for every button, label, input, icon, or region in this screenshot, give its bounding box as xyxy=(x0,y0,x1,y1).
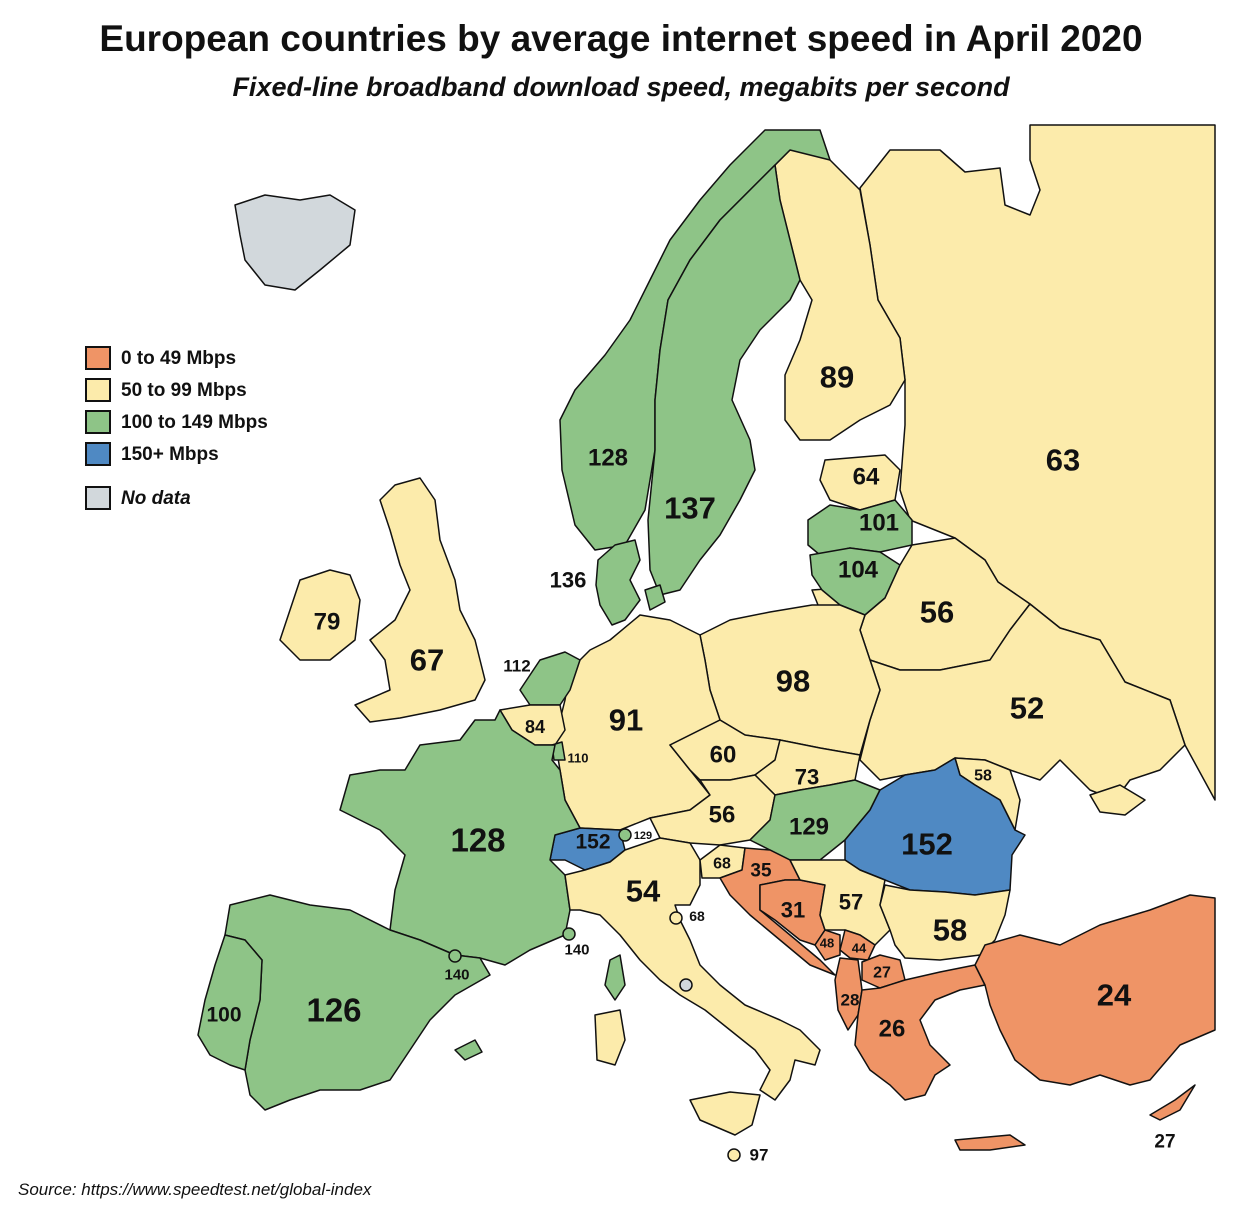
label-sweden: 137 xyxy=(664,491,716,526)
label-netherlands: 112 xyxy=(503,657,530,676)
label-montenegro: 48 xyxy=(820,936,834,951)
label-bulgaria: 58 xyxy=(933,913,967,948)
label-ukraine: 52 xyxy=(1010,691,1044,726)
label-poland: 98 xyxy=(776,664,810,699)
source-note: Source: https://www.speedtest.net/global… xyxy=(18,1180,372,1199)
legend-label: No data xyxy=(121,488,191,509)
region-ireland xyxy=(279,569,361,661)
legend-swatch xyxy=(85,442,111,466)
label-austria: 56 xyxy=(709,802,736,829)
map-title: European countries by average internet s… xyxy=(99,18,1143,59)
legend-swatch xyxy=(85,346,111,370)
region-balearics xyxy=(454,1039,483,1061)
label-san-marino: 68 xyxy=(689,908,705,924)
region-portugal xyxy=(197,934,263,1071)
region-sweden xyxy=(647,164,801,596)
label-italy: 54 xyxy=(626,874,661,909)
region-andorra xyxy=(448,949,462,963)
label-russia: 63 xyxy=(1046,443,1080,478)
label-north-macedonia: 27 xyxy=(873,965,891,982)
label-kosovo: 44 xyxy=(852,941,867,956)
region-netherlands xyxy=(519,651,581,706)
label-romania: 152 xyxy=(901,827,953,862)
region-italy xyxy=(564,837,821,1101)
label-portugal: 100 xyxy=(206,1004,241,1027)
region-uk xyxy=(354,477,486,723)
legend-label: 100 to 149 Mbps xyxy=(121,412,268,433)
label-serbia: 57 xyxy=(839,890,863,915)
label-latvia: 101 xyxy=(859,510,899,537)
label-andorra: 140 xyxy=(444,967,469,984)
region-cyprus xyxy=(1149,1084,1196,1121)
region-albania xyxy=(834,957,863,1031)
label-moldova: 58 xyxy=(974,768,992,785)
label-estonia: 64 xyxy=(853,464,880,491)
label-turkey: 24 xyxy=(1097,978,1132,1013)
label-czechia: 60 xyxy=(710,742,737,769)
label-ireland: 79 xyxy=(314,609,341,636)
label-norway: 128 xyxy=(588,445,628,472)
legend-label: 150+ Mbps xyxy=(121,444,219,465)
region-turkey xyxy=(974,894,1216,1086)
legend-label: 0 to 49 Mbps xyxy=(121,348,237,369)
legend-swatch xyxy=(85,410,111,434)
region-denmark xyxy=(595,539,641,626)
label-cyprus: 27 xyxy=(1154,1132,1175,1153)
legend-swatch xyxy=(85,486,111,510)
region-bulgaria xyxy=(879,884,1011,961)
region-san-marino xyxy=(669,911,683,925)
label-lithuania: 104 xyxy=(838,557,879,584)
label-switzerland: 152 xyxy=(575,831,610,854)
label-croatia: 35 xyxy=(750,861,772,882)
region-liechtenstein xyxy=(618,828,632,842)
label-belarus: 56 xyxy=(920,595,954,630)
label-france: 128 xyxy=(450,822,505,859)
legend-label: 50 to 99 Mbps xyxy=(121,380,247,401)
region-france xyxy=(339,709,581,966)
label-belgium: 84 xyxy=(525,717,545,737)
region-crete xyxy=(954,1134,1026,1151)
region-montenegro xyxy=(814,929,841,961)
region-malta xyxy=(727,1148,741,1162)
region-denmark-zealand xyxy=(644,584,666,611)
label-albania: 28 xyxy=(841,991,860,1010)
region-sicily xyxy=(689,1091,761,1136)
label-germany: 91 xyxy=(609,703,643,738)
label-malta: 97 xyxy=(750,1146,769,1165)
region-greece xyxy=(854,964,986,1101)
label-spain: 126 xyxy=(306,992,361,1029)
label-slovakia: 73 xyxy=(795,765,819,790)
region-corsica xyxy=(604,954,626,1001)
label-bosnia: 31 xyxy=(781,898,805,923)
label-slovenia: 68 xyxy=(713,856,731,873)
region-sardinia xyxy=(594,1009,626,1066)
region-iceland xyxy=(234,194,356,291)
label-luxembourg: 110 xyxy=(568,751,589,766)
label-hungary: 129 xyxy=(789,814,829,841)
label-greece: 26 xyxy=(879,1016,906,1043)
label-monaco: 140 xyxy=(564,942,589,959)
label-liechtenstein: 129 xyxy=(634,830,652,842)
region-monaco xyxy=(562,927,576,941)
label-denmark: 136 xyxy=(550,568,587,593)
region-crimea xyxy=(1089,784,1146,816)
label-finland: 89 xyxy=(820,360,854,395)
legend-swatch xyxy=(85,378,111,402)
region-vatican xyxy=(679,978,693,992)
map-subtitle: Fixed-line broadband download speed, meg… xyxy=(232,72,1010,102)
label-uk: 67 xyxy=(410,643,444,678)
